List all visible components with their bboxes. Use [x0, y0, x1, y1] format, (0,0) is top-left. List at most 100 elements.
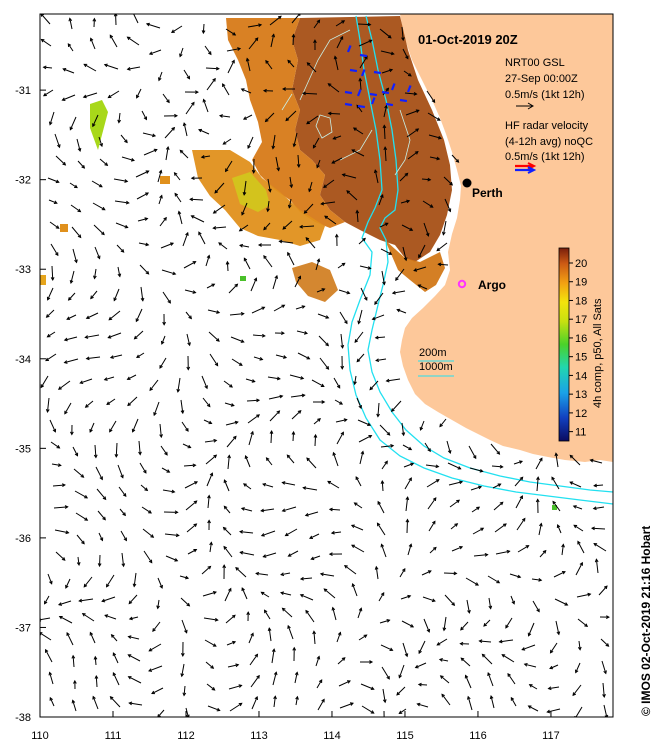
- current-arrowhead: [152, 628, 156, 632]
- current-arrowhead: [242, 191, 247, 196]
- current-arrow: [444, 198, 451, 212]
- current-arrow: [428, 134, 442, 139]
- current-arrowhead: [436, 156, 441, 161]
- sst-argo-patch: [292, 262, 338, 302]
- current-arrowhead: [89, 428, 93, 433]
- current-arrow: [392, 290, 406, 294]
- current-arrow: [379, 424, 391, 436]
- current-arrowhead: [240, 339, 245, 343]
- current-arrow: [265, 60, 273, 70]
- current-arrowhead: [83, 583, 88, 588]
- current-arrow: [376, 358, 387, 362]
- current-arrow: [356, 105, 363, 113]
- current-arrowhead: [497, 483, 502, 487]
- current-arrowhead: [341, 20, 346, 24]
- current-arrow: [206, 78, 216, 91]
- current-arrow: [333, 135, 342, 140]
- current-arrowhead: [306, 457, 310, 462]
- current-arrow: [391, 400, 402, 412]
- current-arrowhead: [371, 316, 376, 321]
- current-arrow: [316, 679, 323, 689]
- current-arrow: [305, 237, 316, 249]
- hf-radar-arrow: [381, 90, 390, 95]
- current-arrow: [138, 242, 149, 246]
- current-arrowhead: [284, 532, 289, 537]
- current-arrowhead: [281, 607, 286, 612]
- current-arrow: [590, 459, 603, 464]
- current-arrow: [401, 224, 413, 231]
- current-arrow: [180, 399, 184, 414]
- current-arrow: [295, 696, 298, 706]
- current-arrow: [369, 380, 379, 390]
- current-arrow: [418, 683, 428, 686]
- current-arrowhead: [321, 288, 326, 292]
- current-arrowhead: [48, 671, 53, 676]
- current-arrow: [306, 457, 317, 469]
- current-arrowhead: [89, 37, 94, 42]
- y-tick-label: -32: [15, 175, 31, 187]
- current-arrow: [241, 507, 253, 512]
- current-arrow: [295, 305, 305, 310]
- current-arrowhead: [358, 77, 363, 82]
- current-arrow: [418, 244, 426, 258]
- current-arrow: [91, 180, 103, 188]
- current-arrow: [557, 524, 562, 534]
- current-arrow: [50, 441, 60, 449]
- current-arrowhead: [368, 39, 373, 44]
- current-arrowhead: [102, 516, 106, 521]
- current-arrow: [517, 545, 529, 553]
- current-arrowhead: [499, 464, 504, 469]
- current-arrowhead: [564, 602, 569, 606]
- current-arrow: [157, 709, 165, 717]
- current-arrow: [381, 270, 385, 285]
- current-arrow: [300, 225, 315, 228]
- current-arrowhead: [603, 585, 608, 590]
- current-arrowhead: [383, 146, 388, 151]
- current-arrowhead: [246, 611, 251, 616]
- current-arrowhead: [276, 376, 281, 381]
- current-arrow: [229, 313, 244, 316]
- current-arrowhead: [152, 133, 157, 138]
- current-arrowhead: [510, 696, 515, 701]
- current-arrow: [106, 398, 116, 405]
- current-arrowhead: [383, 719, 386, 722]
- current-arrowhead: [439, 675, 444, 679]
- current-arrow: [97, 510, 106, 521]
- current-arrow: [291, 14, 301, 24]
- current-arrowhead: [404, 172, 409, 177]
- current-arrow: [177, 377, 181, 392]
- current-arrow: [98, 532, 103, 541]
- current-arrow: [356, 397, 362, 409]
- current-arrowhead: [208, 420, 213, 425]
- current-arrowhead: [126, 376, 131, 380]
- current-arrowhead: [176, 388, 181, 393]
- current-arrow: [384, 147, 387, 162]
- current-arrow: [377, 522, 386, 536]
- current-arrowhead: [488, 605, 493, 610]
- current-arrowhead: [569, 454, 574, 459]
- current-arrow: [555, 620, 560, 635]
- current-arrowhead: [561, 571, 566, 575]
- current-arrowhead: [174, 192, 179, 197]
- current-arrow: [128, 654, 141, 662]
- current-arrow: [429, 156, 440, 160]
- colorbar: 20 19 18 17 16 15 14 13 12 11 4h comp, p50, All S…: [558, 247, 604, 442]
- current-arrow: [207, 705, 220, 711]
- current-arrow: [273, 304, 285, 312]
- current-arrowhead: [328, 552, 333, 556]
- current-arrow: [241, 587, 248, 600]
- current-arrow: [138, 440, 141, 455]
- current-arrow: [487, 575, 500, 584]
- hf-radar-arrow: [359, 53, 368, 58]
- current-arrowhead: [527, 632, 532, 637]
- current-arrowhead: [215, 66, 220, 71]
- current-arrowhead: [209, 472, 214, 477]
- current-arrowhead: [386, 619, 391, 623]
- current-arrow: [47, 177, 59, 183]
- current-arrowhead: [61, 557, 66, 561]
- current-arrowhead: [286, 454, 291, 459]
- current-arrow: [442, 220, 447, 235]
- current-arrowhead: [475, 582, 479, 586]
- current-arrowhead: [265, 457, 270, 462]
- current-arrow: [426, 479, 440, 488]
